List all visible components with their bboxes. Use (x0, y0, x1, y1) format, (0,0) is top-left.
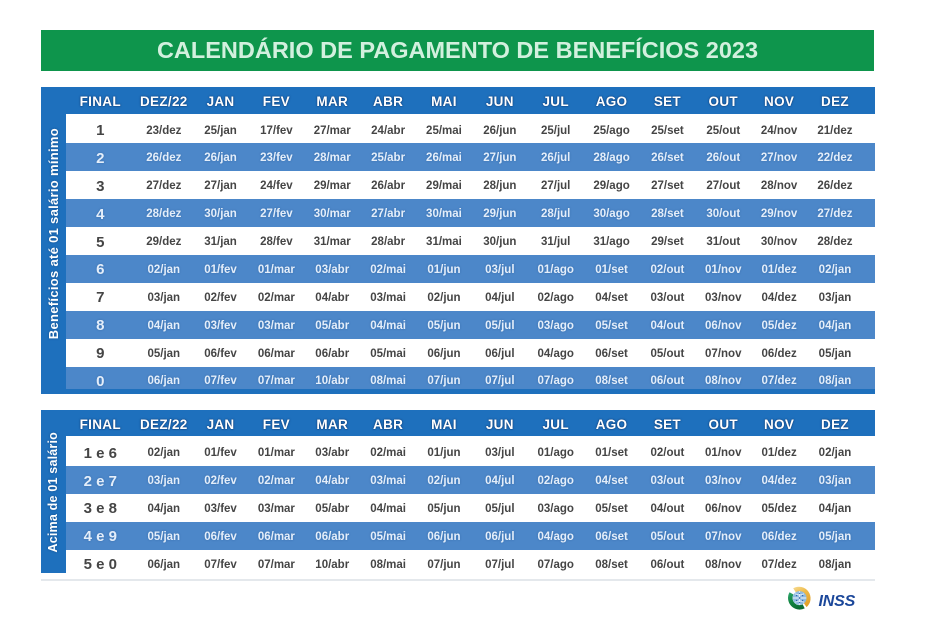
svg-text:INSS: INSS (819, 593, 856, 610)
